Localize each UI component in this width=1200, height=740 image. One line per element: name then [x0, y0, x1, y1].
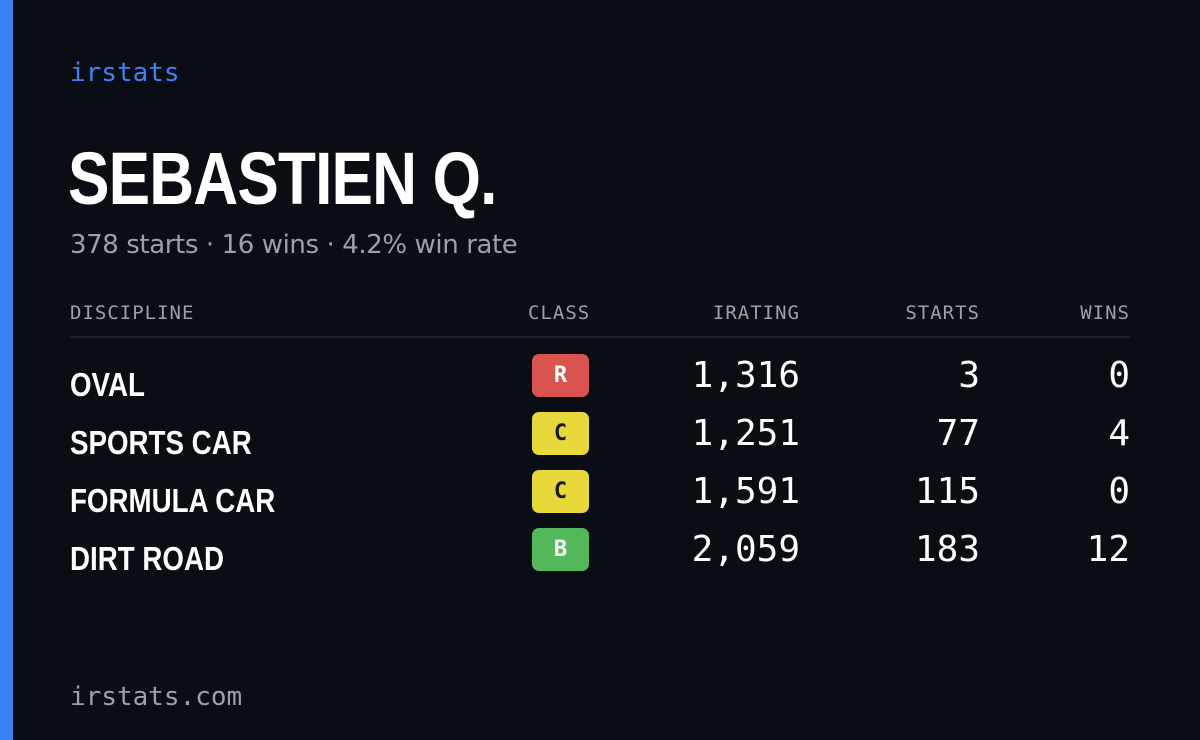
discipline-name: SPORTS CAR [70, 424, 252, 461]
starts-value: 3 [958, 355, 980, 396]
starts-value: 77 [936, 413, 980, 454]
irating-value: 1,316 [691, 355, 800, 396]
header-starts: STARTS [905, 302, 980, 324]
table-header: DISCIPLINE CLASS IRATING STARTS WINS [70, 296, 1130, 338]
table-body: OVAL R 1,316 3 0 SPORTS CAR C 1,251 77 4… [70, 352, 1130, 584]
table-row: DIRT ROAD B 2,059 183 12 [70, 526, 1130, 584]
driver-summary: 378 starts · 16 wins · 4.2% win rate [70, 230, 518, 260]
starts-value: 183 [914, 529, 980, 570]
footer-domain: irstats.com [70, 682, 243, 712]
table-row: FORMULA CAR C 1,591 115 0 [70, 468, 1130, 526]
accent-bar [0, 0, 13, 740]
irating-value: 1,251 [691, 413, 800, 454]
header-discipline: DISCIPLINE [70, 302, 195, 324]
header-class: CLASS [528, 302, 591, 324]
wins-value: 0 [1108, 355, 1130, 396]
driver-name: SEBASTIEN Q. [68, 137, 497, 220]
class-badge: C [532, 412, 589, 455]
discipline-name: FORMULA CAR [70, 482, 276, 519]
table-row: SPORTS CAR C 1,251 77 4 [70, 410, 1130, 468]
class-badge: C [532, 470, 589, 513]
header-wins: WINS [1080, 302, 1130, 324]
wins-value: 4 [1108, 413, 1130, 454]
wins-value: 0 [1108, 471, 1130, 512]
class-badge: B [532, 528, 589, 571]
starts-value: 115 [914, 471, 980, 512]
class-badge: R [532, 354, 589, 397]
brand-logo: irstats [70, 58, 180, 88]
wins-value: 12 [1086, 529, 1130, 570]
discipline-table: DISCIPLINE CLASS IRATING STARTS WINS OVA… [70, 296, 1130, 584]
irating-value: 1,591 [691, 471, 800, 512]
irating-value: 2,059 [691, 529, 800, 570]
discipline-name: DIRT ROAD [70, 540, 224, 577]
header-irating: IRATING [712, 302, 800, 324]
discipline-name: OVAL [70, 366, 145, 403]
table-row: OVAL R 1,316 3 0 [70, 352, 1130, 410]
